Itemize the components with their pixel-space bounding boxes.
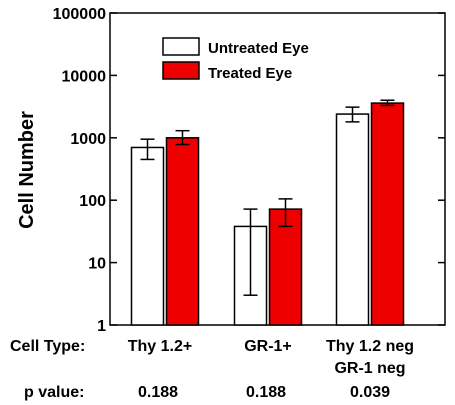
error-bar — [380, 99, 395, 107]
row-label-cell-type: Cell Type: — [10, 338, 85, 355]
legend: Untreated Eye Treated Eye — [162, 37, 309, 82]
p-value-gr1: 0.188 — [246, 384, 286, 401]
legend-label-untreated: Untreated Eye — [208, 40, 309, 57]
y-axis-label: Cell Number — [16, 111, 38, 229]
row-label-p-value: p value: — [24, 384, 84, 401]
bar-treated-2 — [370, 102, 405, 326]
p-value-thy12neg: 0.039 — [350, 384, 390, 401]
error-bar — [278, 198, 293, 228]
category-label-thy12neg: Thy 1.2 neg — [326, 338, 414, 355]
legend-swatch-treated — [162, 61, 200, 80]
category-label-thy12: Thy 1.2+ — [128, 338, 192, 355]
bars-group — [130, 99, 405, 326]
y-tick-label: 10000 — [62, 68, 107, 85]
error-bar — [175, 129, 190, 146]
y-tick-label: 10 — [88, 256, 106, 273]
bar-treated-1 — [268, 208, 303, 326]
y-tick-label: 100 — [79, 193, 106, 210]
y-axis: 1 10 100 1000 10000 100000 — [53, 6, 445, 335]
y-tick-label: 1 — [97, 318, 106, 335]
category-sublabel-gr1neg: GR-1 neg — [334, 360, 405, 377]
error-bar — [243, 208, 258, 296]
bar-treated-0 — [165, 137, 200, 326]
y-tick-label: 100000 — [53, 6, 106, 23]
error-bar — [140, 138, 155, 161]
y-tick-label: 1000 — [70, 131, 106, 148]
category-label-gr1: GR-1+ — [244, 338, 292, 355]
p-value-thy12: 0.188 — [138, 384, 178, 401]
legend-label-treated: Treated Eye — [208, 65, 292, 82]
error-bar — [345, 106, 360, 123]
legend-swatch-untreated — [162, 37, 200, 56]
bar-untreated-2 — [335, 113, 370, 326]
bar-untreated-0 — [130, 146, 165, 326]
